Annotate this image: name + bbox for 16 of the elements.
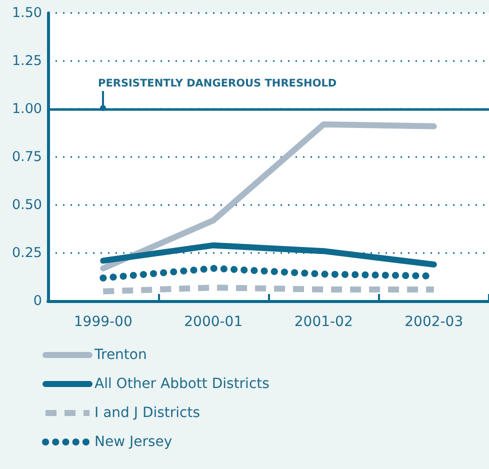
legend-label: All Other Abbott Districts xyxy=(94,376,270,392)
y-tick-label: 0.50 xyxy=(12,197,42,213)
y-tick-label: 0.75 xyxy=(12,149,42,165)
y-tick-label: 1.50 xyxy=(12,5,42,21)
x-tick-label: 1999-00 xyxy=(74,314,132,330)
legend-label: I and J Districts xyxy=(94,405,200,421)
x-tick-label: 2002-03 xyxy=(404,314,464,330)
ref-line-label: PERSISTENTLY DANGEROUS THRESHOLD xyxy=(98,78,337,90)
legend-label: Trenton xyxy=(94,347,147,363)
x-tick-label: 2000-01 xyxy=(184,314,243,330)
y-tick-label: 1.00 xyxy=(12,101,42,117)
legend-label: New Jersey xyxy=(94,434,172,450)
y-tick-label: 0 xyxy=(33,293,42,309)
y-tick-label: 1.25 xyxy=(12,53,42,69)
x-tick-label: 2001-02 xyxy=(294,314,353,330)
y-tick-label: 0.25 xyxy=(12,245,42,261)
